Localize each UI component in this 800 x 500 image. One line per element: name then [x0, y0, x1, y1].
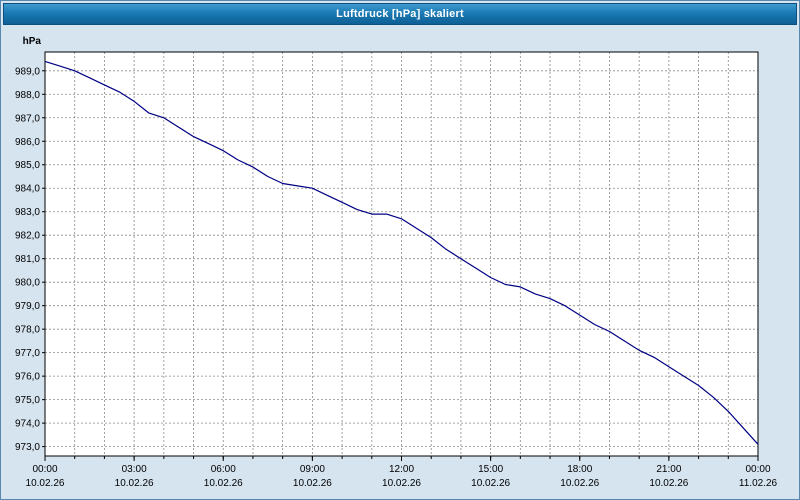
y-tick-label: 988,0: [15, 90, 40, 101]
x-tick-date-label: 10.02.26: [471, 478, 510, 489]
x-tick-date-label: 10.02.26: [560, 478, 599, 489]
y-tick-label: 974,0: [15, 419, 40, 430]
x-tick-time-label: 21:00: [656, 464, 681, 475]
chart-title-bar: Luftdruck [hPa] skaliert: [3, 3, 797, 25]
y-tick-label: 982,0: [15, 231, 40, 242]
x-tick-date-label: 11.02.26: [739, 478, 778, 489]
x-tick-date-label: 10.02.26: [649, 478, 688, 489]
x-tick-date-label: 10.02.26: [382, 478, 421, 489]
x-tick-date-label: 10.02.26: [293, 478, 332, 489]
x-tick-date-label: 10.02.26: [204, 478, 243, 489]
y-tick-label: 989,0: [15, 66, 40, 77]
y-tick-label: 973,0: [15, 442, 40, 453]
x-tick-time-label: 09:00: [300, 464, 325, 475]
y-tick-label: 978,0: [15, 325, 40, 336]
y-tick-label: 984,0: [15, 184, 40, 195]
pressure-line-chart: 989,0 988,0 987,0 986,0 985,0 984,0 983,0 982,0…: [15, 36, 778, 489]
chart-title: Luftdruck [hPa] skaliert: [336, 8, 464, 20]
y-tick-label: 980,0: [15, 278, 40, 289]
x-tick-time-label: 15:00: [478, 464, 503, 475]
y-tick-label: 981,0: [15, 254, 40, 265]
y-tick-label: 976,0: [15, 372, 40, 383]
x-tick-date-label: 10.02.26: [115, 478, 154, 489]
chart-container: 989,0 988,0 987,0 986,0 985,0 984,0 983,0 982,0…: [3, 26, 797, 499]
x-tick-time-label: 03:00: [122, 464, 147, 475]
x-tick-time-label: 18:00: [567, 464, 592, 475]
x-tick-date-label: 10.02.26: [26, 478, 65, 489]
y-tick-label: 979,0: [15, 301, 40, 312]
y-tick-label: 977,0: [15, 348, 40, 359]
y-tick-label: 986,0: [15, 137, 40, 148]
y-tick-label: 983,0: [15, 207, 40, 218]
pressure-line: [44, 60, 759, 445]
y-tick-label: 985,0: [15, 160, 40, 171]
x-tick-time-label: 06:00: [211, 464, 236, 475]
x-tick-time-label: 00:00: [32, 464, 57, 475]
x-tick-time-label: 12:00: [389, 464, 414, 475]
y-axis-unit-label: hPa: [23, 36, 42, 47]
y-tick-label: 975,0: [15, 395, 40, 406]
x-tick-time-label: 00:00: [745, 464, 770, 475]
y-tick-label: 987,0: [15, 113, 40, 124]
